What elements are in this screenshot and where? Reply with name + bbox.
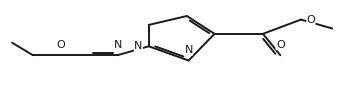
Text: N: N: [134, 41, 143, 51]
Text: O: O: [56, 40, 65, 50]
Text: N: N: [113, 40, 122, 50]
Text: O: O: [307, 15, 315, 25]
Text: N: N: [184, 45, 193, 55]
Text: O: O: [276, 40, 285, 50]
